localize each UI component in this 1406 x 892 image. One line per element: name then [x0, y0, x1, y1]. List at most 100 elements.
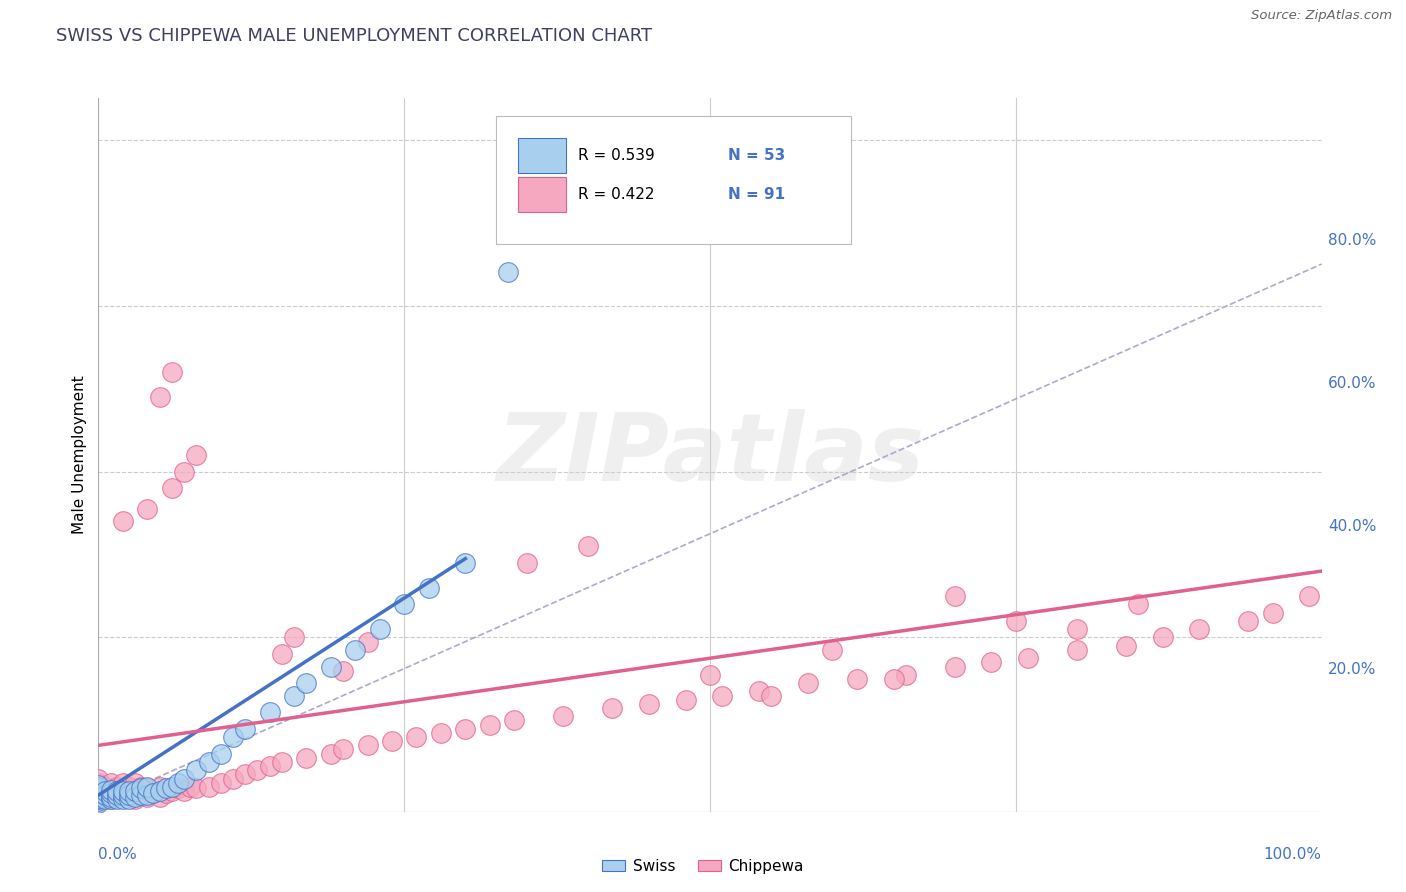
- Point: [111, 792, 134, 806]
- Point: [93, 780, 115, 794]
- Point: [100, 789, 122, 804]
- Point: [118, 780, 141, 794]
- Point: [209, 747, 232, 761]
- FancyBboxPatch shape: [496, 116, 851, 244]
- Point: [515, 556, 537, 570]
- Point: [1066, 622, 1088, 636]
- Point: [87, 794, 110, 808]
- Point: [173, 784, 195, 798]
- Text: 100.0%: 100.0%: [1264, 847, 1322, 863]
- Point: [129, 788, 152, 802]
- Point: [155, 787, 177, 801]
- Point: [454, 722, 477, 736]
- Point: [149, 390, 172, 404]
- Point: [111, 784, 134, 798]
- Point: [233, 722, 256, 736]
- Point: [136, 788, 159, 802]
- Point: [160, 365, 183, 379]
- Point: [111, 514, 134, 528]
- Point: [167, 775, 190, 789]
- Point: [100, 784, 122, 798]
- Point: [100, 792, 122, 806]
- Point: [111, 789, 134, 804]
- Point: [761, 689, 783, 703]
- Point: [105, 792, 128, 806]
- Point: [87, 784, 110, 798]
- Point: [87, 790, 110, 805]
- Point: [149, 784, 172, 798]
- Point: [87, 789, 110, 803]
- Text: 60.0%: 60.0%: [1327, 376, 1376, 391]
- Point: [197, 780, 219, 794]
- Point: [197, 755, 219, 769]
- Point: [1152, 631, 1174, 645]
- Point: [136, 501, 159, 516]
- Point: [100, 783, 122, 797]
- Point: [344, 643, 367, 657]
- Point: [136, 781, 159, 796]
- Point: [87, 778, 110, 792]
- Point: [111, 784, 134, 798]
- Point: [319, 747, 342, 761]
- FancyBboxPatch shape: [517, 177, 565, 212]
- Point: [270, 755, 294, 769]
- Point: [1188, 622, 1211, 636]
- Point: [1004, 614, 1026, 628]
- Point: [246, 763, 269, 777]
- Point: [883, 672, 905, 686]
- Point: [503, 714, 526, 728]
- Point: [93, 788, 115, 802]
- Point: [93, 784, 115, 798]
- Point: [576, 539, 599, 553]
- Point: [496, 265, 519, 279]
- Point: [129, 781, 152, 796]
- Point: [259, 705, 281, 719]
- Point: [124, 784, 146, 798]
- Point: [173, 772, 195, 786]
- Point: [1261, 606, 1284, 620]
- Point: [295, 676, 318, 690]
- Point: [845, 672, 868, 686]
- Point: [332, 664, 354, 678]
- Point: [980, 656, 1002, 670]
- Point: [118, 788, 141, 802]
- Point: [87, 784, 110, 798]
- Text: 80.0%: 80.0%: [1327, 234, 1376, 248]
- Point: [943, 589, 966, 603]
- Point: [821, 643, 844, 657]
- Point: [87, 772, 110, 786]
- Point: [418, 581, 440, 595]
- Point: [179, 780, 201, 794]
- Point: [600, 701, 623, 715]
- Point: [160, 481, 183, 495]
- Point: [105, 780, 128, 794]
- Point: [87, 792, 110, 806]
- Point: [87, 780, 110, 794]
- Legend: Swiss, Chippewa: Swiss, Chippewa: [596, 853, 810, 880]
- Point: [149, 789, 172, 804]
- Point: [1128, 597, 1150, 611]
- Point: [93, 792, 115, 806]
- Point: [711, 689, 734, 703]
- Point: [405, 730, 427, 744]
- Point: [118, 792, 141, 806]
- Point: [356, 739, 378, 753]
- Text: N = 91: N = 91: [728, 187, 786, 202]
- Point: [283, 689, 305, 703]
- Point: [87, 797, 110, 811]
- Point: [124, 775, 146, 789]
- Point: [894, 668, 917, 682]
- Point: [105, 788, 128, 802]
- Text: SWISS VS CHIPPEWA MALE UNEMPLOYMENT CORRELATION CHART: SWISS VS CHIPPEWA MALE UNEMPLOYMENT CORR…: [56, 27, 652, 45]
- Text: 40.0%: 40.0%: [1327, 519, 1376, 533]
- Point: [118, 784, 141, 798]
- Point: [259, 759, 281, 773]
- Point: [356, 634, 378, 648]
- Point: [87, 781, 110, 796]
- Point: [209, 775, 232, 789]
- Point: [87, 780, 110, 794]
- Point: [173, 465, 195, 479]
- Point: [478, 717, 501, 731]
- Point: [222, 772, 245, 786]
- Point: [100, 787, 122, 801]
